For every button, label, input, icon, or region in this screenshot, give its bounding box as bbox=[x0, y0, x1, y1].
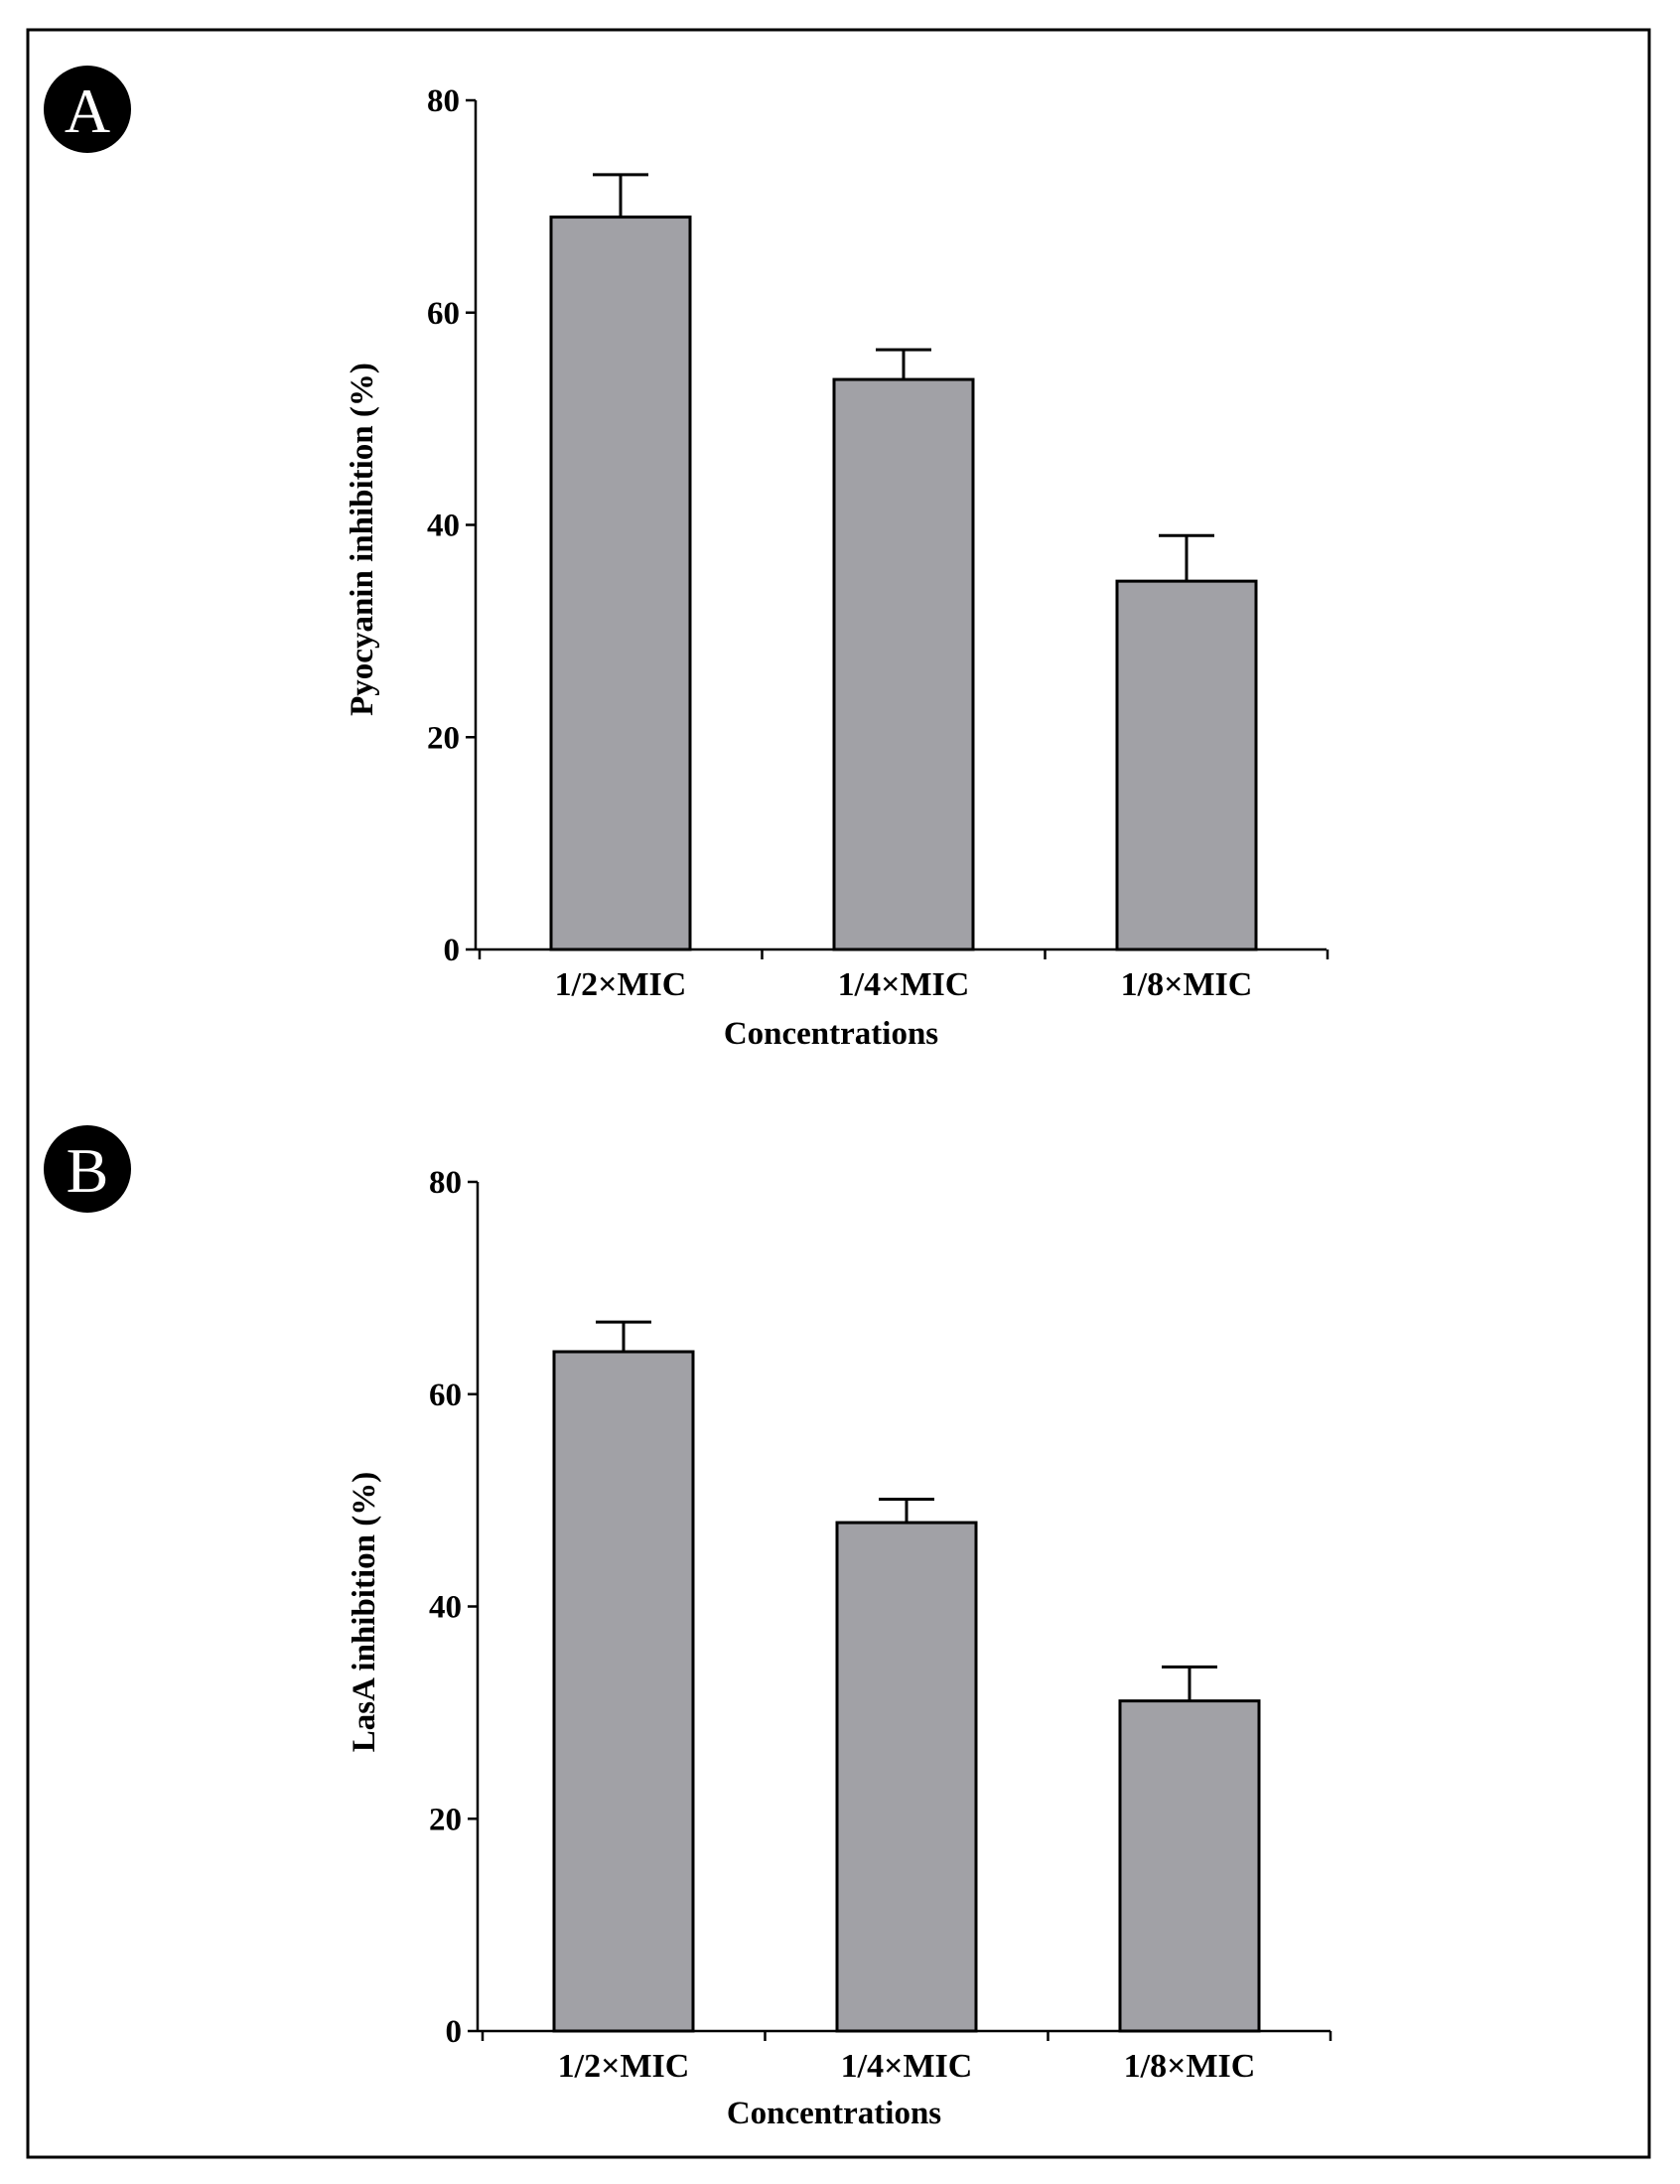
panel-b-letter: B bbox=[67, 1135, 109, 1206]
panel-a-y-tick-label: 0 bbox=[444, 933, 461, 968]
panel-b-bar bbox=[1118, 1699, 1261, 2033]
panel-a-category-label: 1/4×MIC bbox=[838, 966, 970, 1003]
panel-a-y-axis-title: Pyocyanin inhibition (%) bbox=[345, 363, 380, 716]
panel-b-y-tick-label: 60 bbox=[429, 1378, 462, 1413]
panel-b: B 1/2×MIC 1/4×MIC 1/8×MIC 0 20 40 60 80 Concent… bbox=[44, 1125, 1332, 2131]
panel-b-y-tick-label: 40 bbox=[429, 1590, 462, 1626]
panel-b-error-bar bbox=[1162, 1665, 1217, 1701]
panel-b-y-axis-title: LasA inhibition (%) bbox=[347, 1472, 382, 1752]
panel-a-error-bar bbox=[876, 348, 931, 380]
panel-b-category-label: 1/4×MIC bbox=[841, 2048, 973, 2085]
figure-frame bbox=[26, 28, 1651, 2159]
panel-a-category-label: 1/2×MIC bbox=[555, 966, 687, 1003]
panel-a-y-tick-label: 20 bbox=[427, 720, 460, 756]
panel-a-error-bar bbox=[1159, 533, 1214, 582]
panel-b-error-bar bbox=[596, 1320, 651, 1352]
panel-a-bar bbox=[549, 216, 692, 951]
panel-a-badge bbox=[44, 66, 131, 153]
panel-a-bar bbox=[1115, 579, 1258, 951]
panel-a-y-tick-label: 60 bbox=[427, 296, 460, 332]
panel-a: A 1/2×MIC 1/4×MIC 1/8×MIC 0 20 40 60 80 Concent… bbox=[44, 66, 1330, 1052]
panel-a-letter: A bbox=[65, 75, 110, 146]
panel-a-error-bar bbox=[593, 173, 648, 218]
panel-b-x-axis-title: Concentrations bbox=[727, 2096, 941, 2131]
panel-b-y-tick-label: 80 bbox=[429, 1165, 462, 1201]
panel-a-category-label: 1/8×MIC bbox=[1121, 966, 1253, 1003]
panel-b-error-bar bbox=[879, 1498, 934, 1524]
panel-b-category-label: 1/8×MIC bbox=[1124, 2048, 1256, 2085]
panel-b-badge bbox=[44, 1125, 131, 1213]
panel-b-bar bbox=[835, 1521, 978, 2033]
panel-a-plot: 1/2×MIC 1/4×MIC 1/8×MIC 0 20 40 60 80 bbox=[427, 83, 1330, 1003]
panel-b-category-label: 1/2×MIC bbox=[558, 2048, 690, 2085]
panel-b-bar bbox=[552, 1350, 695, 2033]
panel-b-plot: 1/2×MIC 1/4×MIC 1/8×MIC 0 20 40 60 80 bbox=[429, 1165, 1332, 2085]
panel-a-y-tick-label: 40 bbox=[427, 509, 460, 544]
panel-a-y-tick-label: 80 bbox=[427, 83, 460, 119]
panel-a-x-axis-title: Concentrations bbox=[724, 1016, 938, 1052]
panel-a-bar bbox=[832, 377, 975, 951]
panel-b-y-tick-label: 0 bbox=[446, 2014, 463, 2050]
panel-b-y-tick-label: 20 bbox=[429, 1802, 462, 1837]
